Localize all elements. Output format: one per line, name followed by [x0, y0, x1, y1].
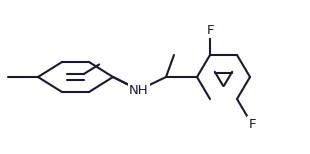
- Text: F: F: [206, 24, 214, 36]
- Text: F: F: [248, 118, 256, 130]
- Text: NH: NH: [129, 83, 149, 97]
